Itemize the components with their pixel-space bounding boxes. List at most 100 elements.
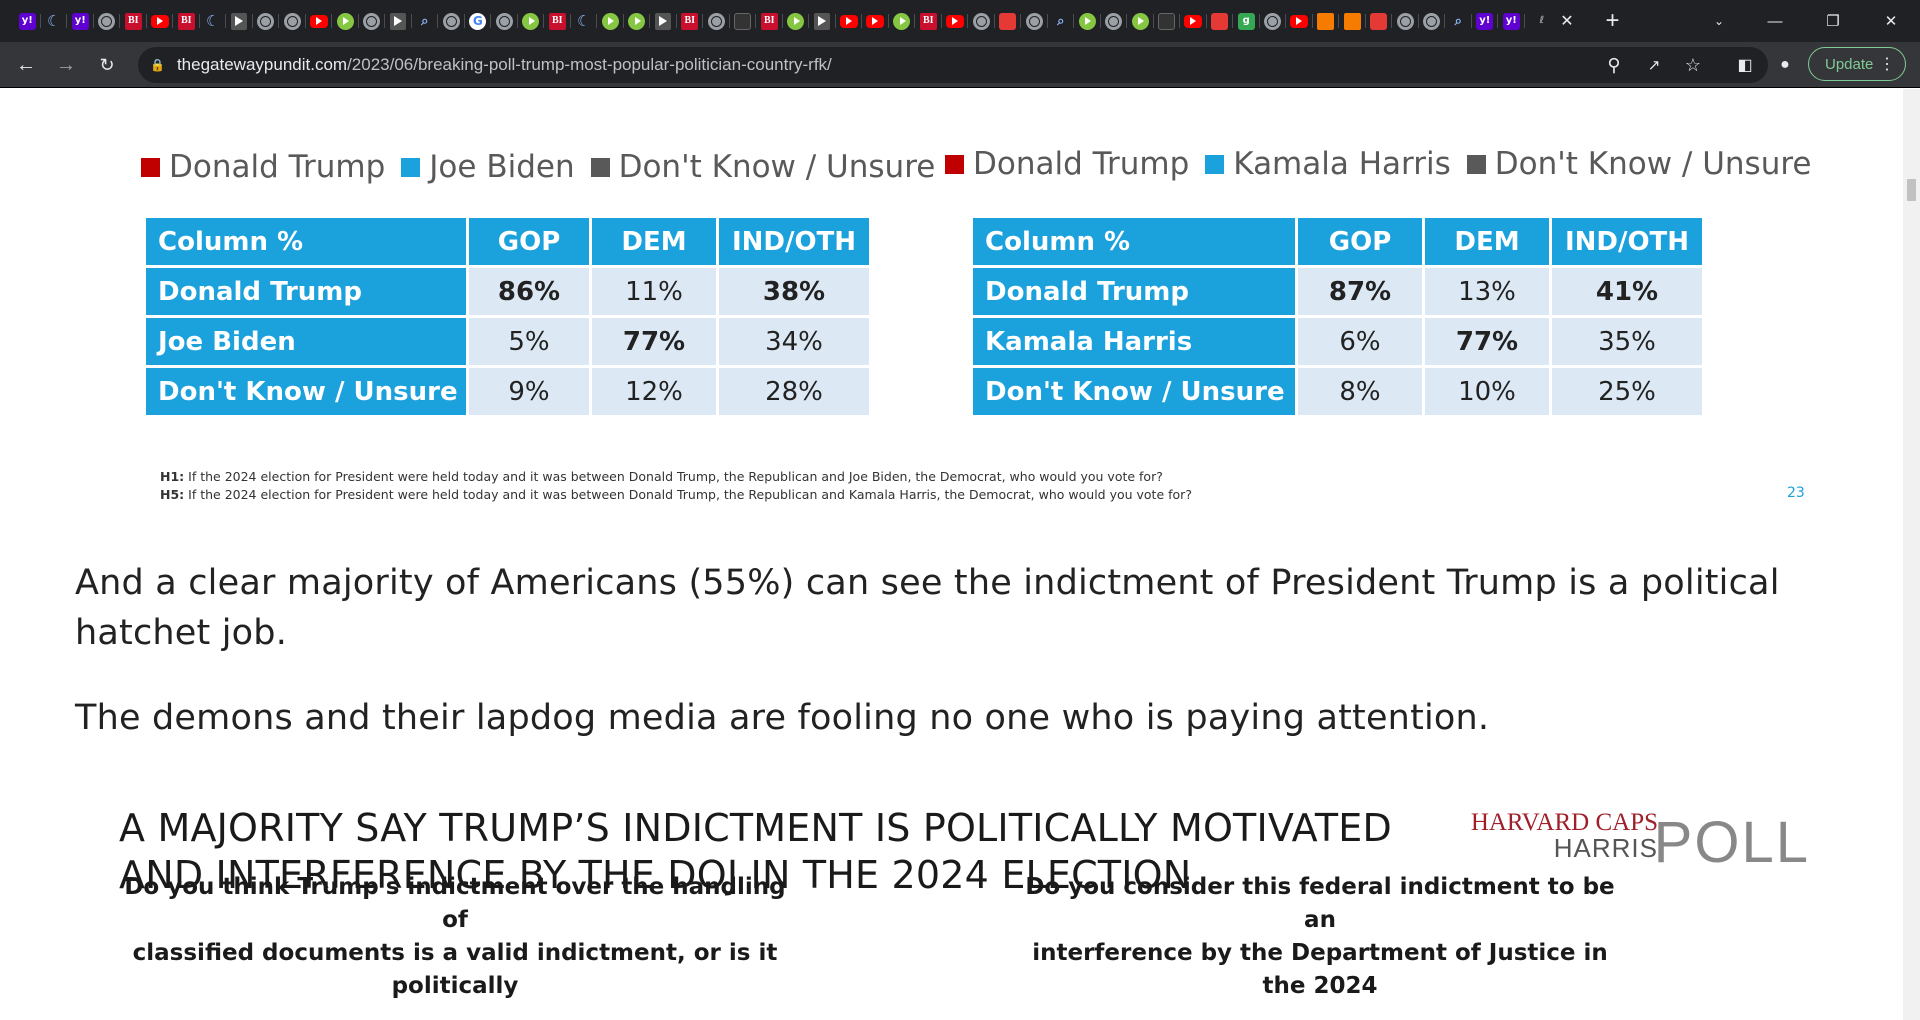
address-bar[interactable]: 🔒 thegatewaypundit.com/2023/06/breaking-…	[138, 47, 1768, 83]
browser-tab[interactable]: y!	[14, 0, 41, 42]
browser-tab[interactable]	[1074, 0, 1101, 42]
red-icon	[999, 12, 1017, 30]
browser-tab[interactable]	[1180, 0, 1207, 42]
orange-icon	[1343, 12, 1361, 30]
browser-tab[interactable]	[1101, 0, 1128, 42]
browser-tab[interactable]	[1154, 0, 1181, 42]
browser-tab[interactable]	[703, 0, 730, 42]
table-header-row: Column % GOP DEM IND/OTH	[973, 218, 1702, 265]
close-window-button[interactable]: ✕	[1884, 13, 1898, 30]
browser-toolbar: ← → ↻ 🔒 thegatewaypundit.com/2023/06/bre…	[0, 42, 1920, 88]
scrollbar-thumb[interactable]	[1907, 179, 1916, 201]
question-left: Do you think Trump's indictment over the…	[115, 871, 795, 1003]
page-scrollbar[interactable]	[1903, 89, 1920, 1020]
bookmark-star-icon[interactable]: ☆	[1684, 54, 1702, 75]
tab-search-icon[interactable]: ⌄	[1713, 14, 1725, 28]
browser-tab[interactable]	[624, 0, 651, 42]
browser-tab[interactable]	[889, 0, 916, 42]
globe-icon	[363, 12, 381, 30]
browser-tab[interactable]	[491, 0, 518, 42]
browser-tab[interactable]	[94, 0, 121, 42]
browser-tab[interactable]: g	[1233, 0, 1260, 42]
browser-tab[interactable]: ⌕	[412, 0, 439, 42]
browser-tab[interactable]	[1339, 0, 1366, 42]
browser-tab[interactable]: y!	[1498, 0, 1525, 42]
update-button[interactable]: Update ⋮	[1808, 47, 1906, 81]
browser-tab[interactable]: BI	[677, 0, 704, 42]
close-tab-icon[interactable]: ✕	[1560, 13, 1574, 30]
table-row: Donald Trump 86% 11% 38%	[146, 268, 869, 315]
restore-button[interactable]: ❐	[1826, 13, 1840, 30]
browser-tab[interactable]	[253, 0, 280, 42]
browser-tab[interactable]: y!	[1472, 0, 1499, 42]
table-cell: 41%	[1552, 268, 1702, 315]
reload-button[interactable]: ↻	[99, 54, 115, 75]
column-header: IND/OTH	[719, 218, 869, 265]
browser-tab[interactable]	[147, 0, 174, 42]
browser-tab[interactable]: ☾	[41, 0, 68, 42]
forward-button[interactable]: →	[56, 53, 76, 76]
legend-swatch	[590, 157, 610, 177]
browser-tab[interactable]	[1207, 0, 1234, 42]
browser-tab[interactable]	[306, 0, 333, 42]
browser-tab[interactable]: BI	[173, 0, 200, 42]
tab-list: y! ☾ y! BI BI ☾ ⌕ G BI ☾ BI BI BI ⌕ g ⌕ y! y! ℓ ✕	[0, 0, 1583, 42]
browser-tab[interactable]: y!	[67, 0, 94, 42]
lock-icon[interactable]: 🔒	[150, 58, 165, 72]
browser-tab[interactable]	[1286, 0, 1313, 42]
poll-indictment-image: A MAJORITY SAY TRUMP’S INDICTMENT IS POL…	[75, 789, 1815, 1020]
browser-tab[interactable]	[438, 0, 465, 42]
browser-tab[interactable]	[332, 0, 359, 42]
browser-tab[interactable]: G	[465, 0, 492, 42]
rumble-icon	[787, 12, 805, 30]
browser-tab[interactable]	[1021, 0, 1048, 42]
new-tab-button[interactable]: +	[1605, 7, 1620, 34]
browser-tab[interactable]: BI	[756, 0, 783, 42]
browser-tab[interactable]	[650, 0, 677, 42]
menu-dots-icon[interactable]: ⋮	[1879, 56, 1895, 73]
browser-tab[interactable]	[730, 0, 757, 42]
flag-icon	[655, 12, 672, 30]
browser-tab[interactable]	[1392, 0, 1419, 42]
browser-tab[interactable]	[862, 0, 889, 42]
browser-tab[interactable]	[1313, 0, 1340, 42]
browser-tab[interactable]: BI	[120, 0, 147, 42]
table-cell: 34%	[719, 318, 869, 365]
footnote-h1-label: H1:	[160, 469, 185, 484]
browser-tab[interactable]: BI	[544, 0, 571, 42]
bi-icon: BI	[548, 12, 566, 30]
browser-tab[interactable]	[809, 0, 836, 42]
browser-tab[interactable]: ⌕	[1048, 0, 1075, 42]
browser-tab[interactable]	[1260, 0, 1287, 42]
browser-tab[interactable]	[359, 0, 386, 42]
browser-tab[interactable]: ⌕	[1445, 0, 1472, 42]
table-cell: 77%	[1425, 318, 1549, 365]
zoom-icon[interactable]: ⚲	[1607, 54, 1621, 75]
active-browser-tab[interactable]: ℓ ✕	[1525, 0, 1583, 42]
browser-tab[interactable]: BI	[915, 0, 942, 42]
browser-tab[interactable]	[995, 0, 1022, 42]
profile-icon[interactable]: ●	[1780, 56, 1790, 73]
red-icon	[1370, 12, 1388, 30]
browser-tab[interactable]	[279, 0, 306, 42]
browser-tab[interactable]	[385, 0, 412, 42]
browser-tab[interactable]	[836, 0, 863, 42]
browser-tab[interactable]	[597, 0, 624, 42]
browser-tab[interactable]	[1366, 0, 1393, 42]
table-cell: 86%	[469, 268, 589, 315]
browser-tab[interactable]	[942, 0, 969, 42]
browser-tab[interactable]	[226, 0, 253, 42]
browser-tab[interactable]	[1419, 0, 1446, 42]
legend-swatch	[1205, 154, 1225, 174]
share-icon[interactable]: ↗	[1647, 57, 1661, 74]
minimize-button[interactable]: —	[1767, 12, 1783, 30]
url-text[interactable]: thegatewaypundit.com/2023/06/breaking-po…	[177, 55, 832, 75]
back-button[interactable]: ←	[16, 53, 36, 76]
browser-tab[interactable]: ☾	[200, 0, 227, 42]
browser-tab[interactable]	[968, 0, 995, 42]
browser-tab[interactable]	[1127, 0, 1154, 42]
side-panel-icon[interactable]: ◧	[1737, 57, 1753, 74]
browser-tab[interactable]	[783, 0, 810, 42]
browser-tab[interactable]: ☾	[571, 0, 598, 42]
browser-tab[interactable]	[518, 0, 545, 42]
